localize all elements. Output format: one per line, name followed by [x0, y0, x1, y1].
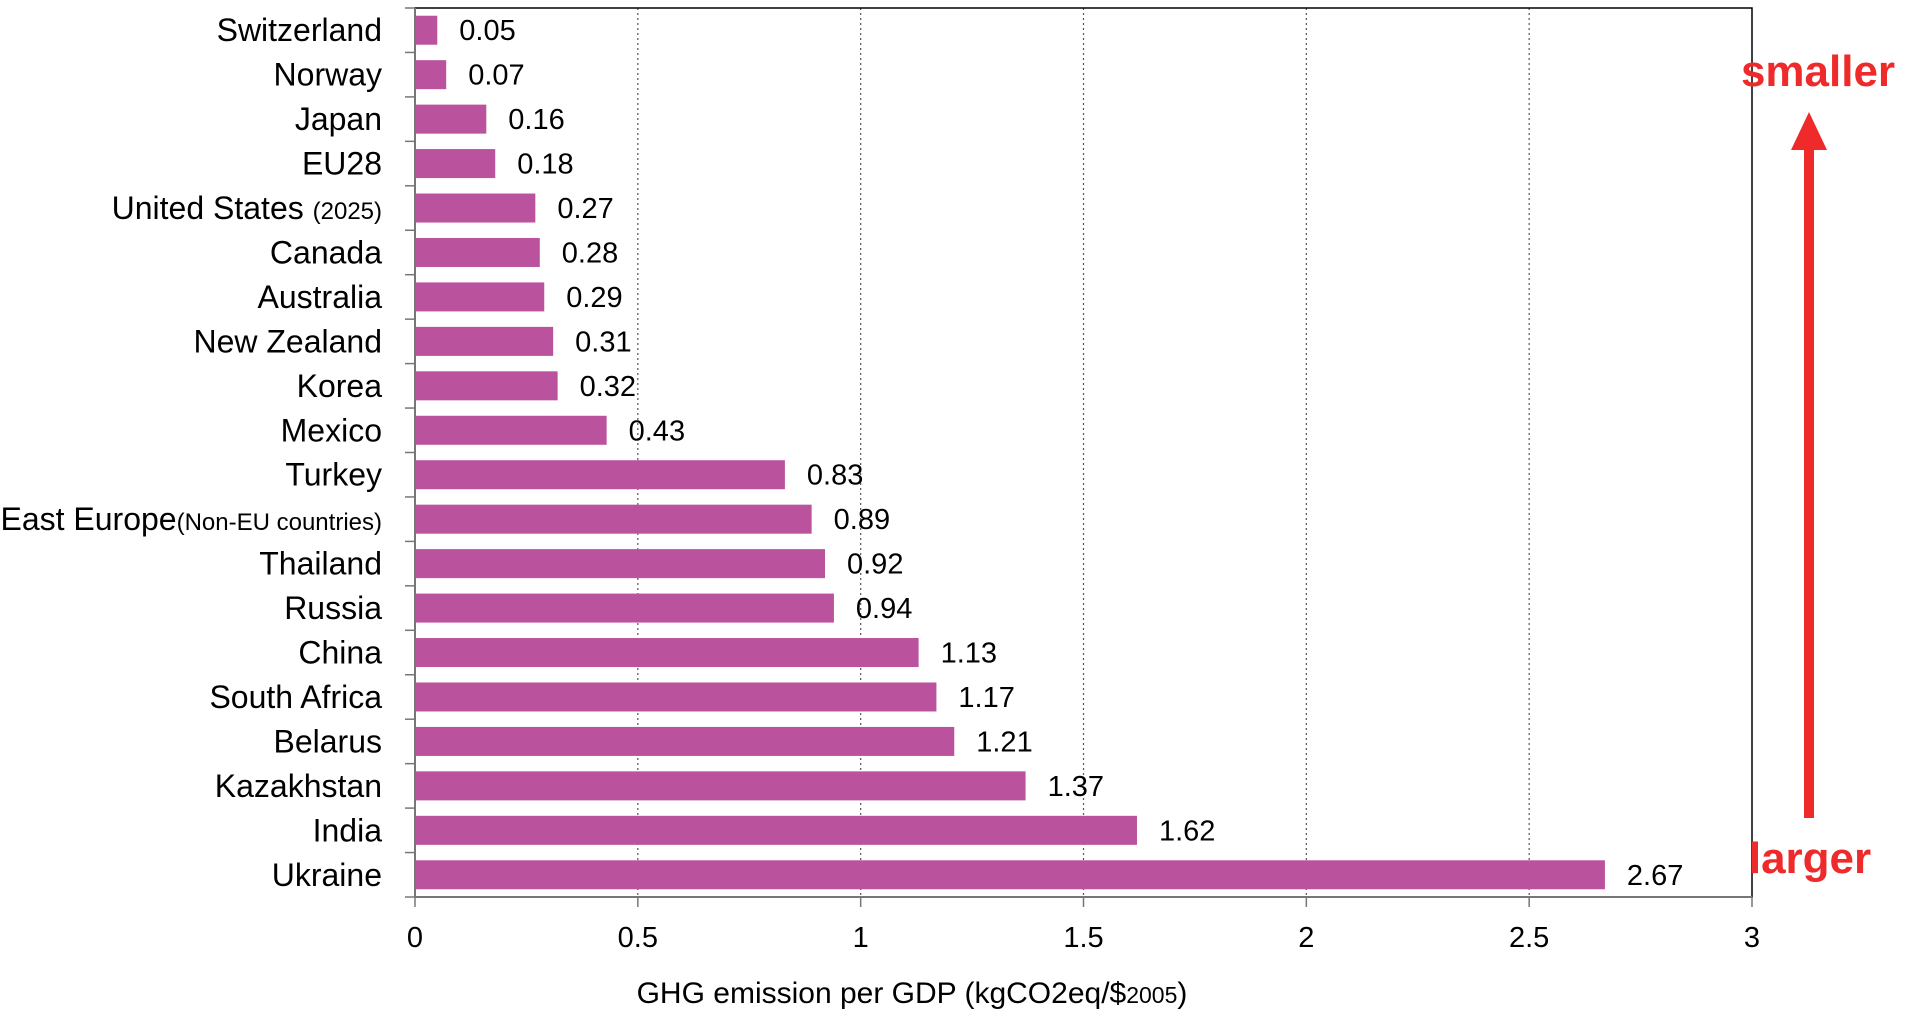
bar: [415, 415, 607, 445]
value-label: 0.29: [566, 282, 622, 314]
category-label: China: [298, 635, 382, 671]
bar: [415, 771, 1026, 801]
x-tick-label: 1: [853, 922, 869, 954]
bar: [415, 460, 785, 490]
grid-lines: [637, 8, 1530, 897]
x-tick-label: 2.5: [1509, 922, 1549, 954]
x-tick-labels: 0 0.5 1 1.5 2 2.5 3: [407, 922, 1760, 954]
value-label: 0.18: [517, 149, 573, 181]
bar: [415, 549, 826, 579]
category-label: EU28: [302, 146, 382, 182]
bar: [415, 726, 955, 756]
bar: [415, 504, 812, 534]
value-label: 0.16: [508, 104, 564, 136]
category-label: Russia: [284, 590, 382, 626]
value-label: 0.43: [629, 415, 685, 447]
category-label: Thailand: [259, 546, 382, 582]
bar: [415, 149, 496, 179]
value-label: 1.21: [976, 726, 1032, 758]
bar: [415, 371, 558, 401]
annotation: smaller larger: [1741, 47, 1895, 883]
category-label: Kazakhstan: [215, 768, 382, 804]
category-label: Switzerland: [217, 12, 382, 48]
x-axis-title: GHG emission per GDP (kgCO2eq/$2005): [637, 977, 1188, 1010]
arrow-head-icon: [1791, 112, 1827, 150]
bar: [415, 193, 536, 223]
category-label: Ukraine: [272, 857, 382, 893]
value-label: 0.94: [856, 593, 912, 625]
value-label: 1.13: [941, 638, 997, 670]
bars: [415, 15, 1605, 890]
bar: [415, 60, 447, 90]
category-label: South Africa: [209, 679, 382, 715]
category-label: Mexico: [281, 412, 382, 448]
category-label: Canada: [270, 234, 382, 270]
value-label: 0.27: [557, 193, 613, 225]
category-label: Japan: [295, 101, 382, 137]
category-label: Australia: [258, 279, 383, 315]
x-tick-label: 0: [407, 922, 423, 954]
value-label: 1.37: [1048, 771, 1104, 803]
bar: [415, 326, 554, 356]
value-label: 1.17: [958, 682, 1014, 714]
value-labels: 0.05 0.07 0.16 0.18 0.27 0.28 0.29 0.31 0.32 0.43…: [459, 15, 1683, 892]
value-label: 0.07: [468, 60, 524, 92]
value-label: 0.32: [580, 371, 636, 403]
x-tick-label: 2: [1298, 922, 1314, 954]
axes: [405, 7, 1753, 907]
value-label: 1.62: [1159, 815, 1215, 847]
value-label: 0.92: [847, 549, 903, 581]
bar: [415, 682, 937, 712]
bar: [415, 638, 919, 668]
category-labels: Switzerland Norway Japan EU28 United States …: [0, 12, 382, 893]
value-label: 0.89: [834, 504, 890, 536]
value-label: 0.05: [459, 15, 515, 47]
category-label: East Europe(Non-EU countries): [0, 501, 382, 537]
bar: [415, 815, 1137, 845]
annotation-larger: larger: [1749, 834, 1871, 883]
category-label: India: [313, 812, 383, 848]
bar: [415, 104, 487, 134]
category-label: Korea: [297, 368, 383, 404]
category-label: New Zealand: [193, 323, 382, 359]
bar: [415, 593, 834, 623]
value-label: 0.28: [562, 237, 618, 269]
category-label: Turkey: [285, 457, 382, 493]
bar: [415, 15, 438, 45]
category-label: Belarus: [274, 723, 383, 759]
x-tick-label: 0.5: [618, 922, 658, 954]
category-label: United States (2025): [112, 190, 382, 226]
x-tick-label: 1.5: [1063, 922, 1103, 954]
x-tick-label: 3: [1744, 922, 1760, 954]
value-label: 0.31: [575, 326, 631, 358]
bar: [415, 237, 540, 267]
bar: [415, 860, 1605, 890]
annotation-smaller: smaller: [1741, 47, 1895, 96]
value-label: 2.67: [1627, 860, 1683, 892]
value-label: 0.83: [807, 460, 863, 492]
bar: [415, 282, 545, 312]
category-label: Norway: [274, 57, 382, 93]
